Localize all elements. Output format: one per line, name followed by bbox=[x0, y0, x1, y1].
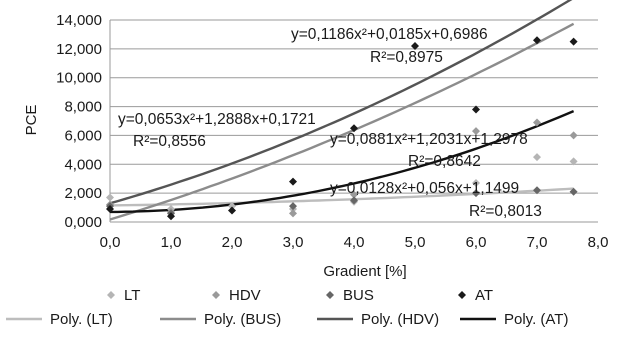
legend-label-lt: LT bbox=[124, 287, 140, 304]
legend-label-at: AT bbox=[475, 287, 493, 304]
point-lt bbox=[106, 193, 114, 202]
legend-label-hdv: HDV bbox=[229, 287, 261, 304]
r-squared-at: R²=0,8975 bbox=[370, 49, 443, 66]
point-bus bbox=[350, 196, 358, 205]
x-tick-label: 6,0 bbox=[466, 234, 487, 251]
equation-annotations: y=0,1186x²+0,0185x+0,6986 R²=0,8975 y=0,06… bbox=[118, 26, 542, 220]
y-tick-label: 4,000 bbox=[64, 156, 102, 173]
point-at bbox=[106, 205, 114, 214]
axes bbox=[109, 20, 598, 223]
legend: LT HDV BUS AT Poly. (LT) Poly. (BUS) Poly. (HD… bbox=[6, 287, 568, 328]
point-hdv bbox=[533, 118, 541, 127]
x-axis-tick-labels: 0,0 1,0 2,0 3,0 4,0 5,0 6,0 7,0 8,0 bbox=[100, 234, 609, 251]
legend-marker-hdv bbox=[212, 291, 220, 299]
r-squared-hdv: R²=0,8642 bbox=[408, 153, 481, 170]
equation-at: y=0,1186x²+0,0185x+0,6986 bbox=[291, 26, 488, 43]
x-tick-label: 0,0 bbox=[100, 234, 121, 251]
y-tick-label: 2,000 bbox=[64, 185, 102, 202]
point-hdv bbox=[350, 190, 358, 199]
x-tick-label: 7,0 bbox=[527, 234, 548, 251]
x-tick-label: 1,0 bbox=[161, 234, 182, 251]
trendline-polybus bbox=[109, 22, 575, 221]
r-squared-bus: R²=0,8556 bbox=[133, 133, 206, 150]
legend-label-bus: BUS bbox=[343, 287, 374, 304]
data-points bbox=[106, 36, 578, 221]
point-at bbox=[472, 105, 480, 114]
point-at bbox=[289, 177, 297, 186]
equation-hdv: y=0,0881x²+1,2031x+1,2978 bbox=[330, 131, 528, 148]
point-bus bbox=[569, 187, 578, 196]
y-tick-label: 10,000 bbox=[56, 70, 102, 87]
point-lt bbox=[228, 202, 236, 211]
x-tick-label: 3,0 bbox=[283, 234, 304, 251]
legend-line-label-3: Poly. (AT) bbox=[504, 311, 568, 328]
trendline-polyat bbox=[110, 109, 575, 214]
legend-line-label-0: Poly. (LT) bbox=[50, 311, 113, 328]
x-tick-label: 2,0 bbox=[222, 234, 243, 251]
legend-marker-lt bbox=[107, 291, 115, 299]
r-squared-lt: R²=0,8013 bbox=[469, 203, 542, 220]
equation-bus: y=0,0653x²+1,2888x+0,1721 bbox=[118, 111, 316, 128]
point-hdv bbox=[289, 209, 297, 218]
trendline-polyhdv bbox=[109, 0, 573, 205]
y-tick-label: 12,000 bbox=[56, 41, 102, 58]
point-bus bbox=[533, 186, 541, 195]
x-tick-label: 4,0 bbox=[344, 234, 365, 251]
x-axis-title: Gradient [%] bbox=[323, 263, 406, 280]
point-lt bbox=[533, 153, 541, 162]
y-tick-label: 0,000 bbox=[64, 214, 102, 231]
y-axis-title: PCE bbox=[23, 105, 40, 136]
legend-marker-at bbox=[458, 291, 466, 299]
point-bus bbox=[472, 189, 480, 198]
point-at bbox=[569, 37, 578, 46]
point-at bbox=[350, 124, 358, 133]
trendlines bbox=[109, 0, 575, 221]
y-tick-label: 14,000 bbox=[56, 12, 102, 29]
legend-line-label-2: Poly. (HDV) bbox=[361, 311, 439, 328]
trendline-polylt bbox=[109, 187, 574, 207]
x-tick-label: 5,0 bbox=[405, 234, 426, 251]
point-lt bbox=[472, 179, 480, 188]
point-hdv bbox=[569, 131, 578, 140]
legend-marker-bus bbox=[326, 291, 334, 299]
legend-line-label-1: Poly. (BUS) bbox=[204, 311, 281, 328]
point-lt bbox=[569, 157, 578, 166]
point-at bbox=[228, 206, 236, 215]
point-at bbox=[533, 36, 541, 45]
point-at bbox=[411, 41, 419, 50]
point-at bbox=[167, 212, 175, 221]
y-axis-tick-labels: 0,000 2,000 4,000 6,000 8,000 10,000 12,000 14,… bbox=[56, 12, 102, 231]
equation-lt: y=0,0128x²+0,056x+1,1499 bbox=[330, 180, 519, 197]
y-tick-label: 6,000 bbox=[64, 127, 102, 144]
point-hdv bbox=[472, 127, 480, 136]
y-tick-label: 8,000 bbox=[64, 99, 102, 116]
x-tick-label: 8,0 bbox=[588, 234, 609, 251]
point-bus bbox=[289, 202, 297, 211]
